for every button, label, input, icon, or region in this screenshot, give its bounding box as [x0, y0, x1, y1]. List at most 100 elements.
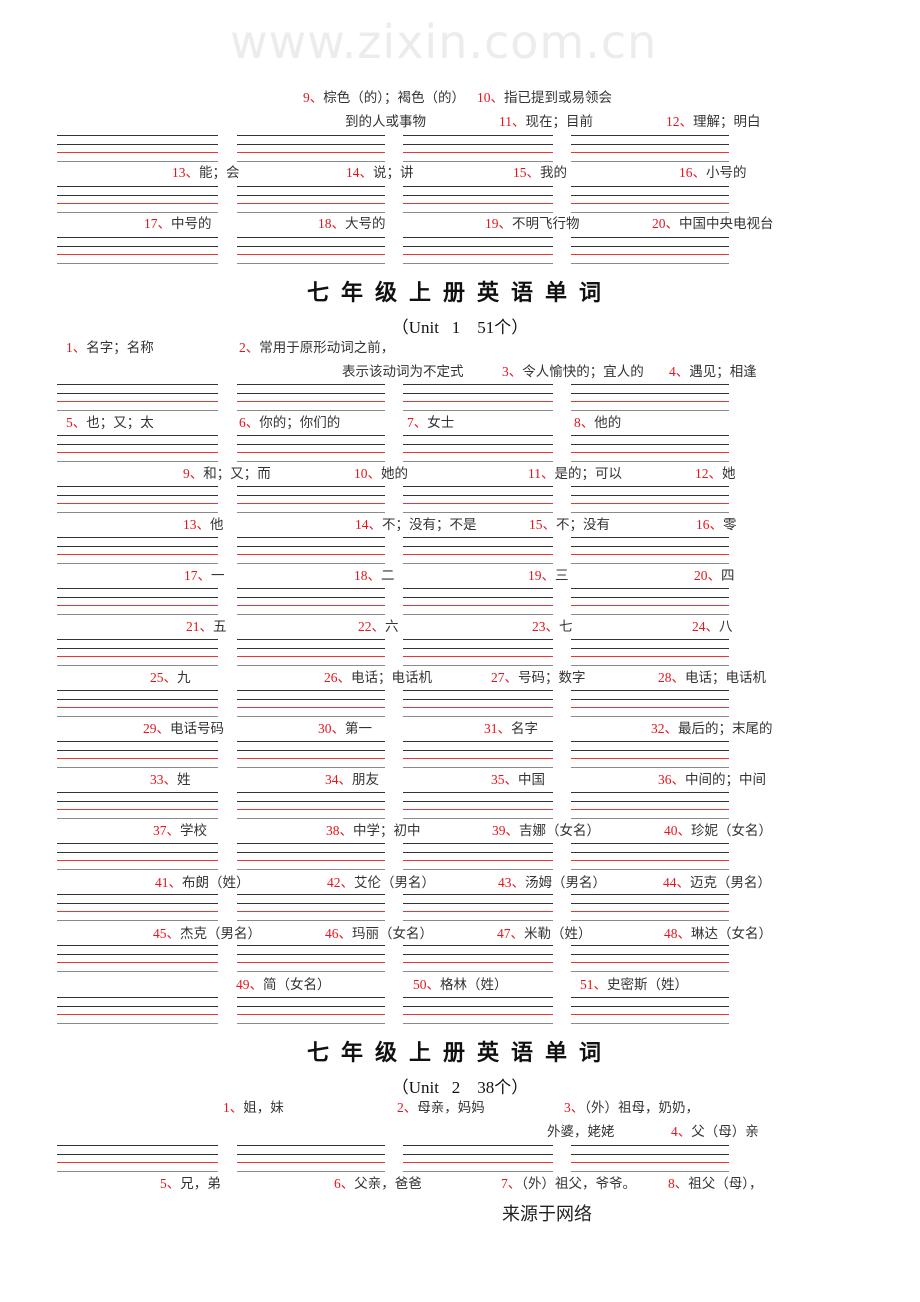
- four-line-writing-grid[interactable]: [571, 997, 729, 1025]
- guide-line: [57, 750, 218, 752]
- four-line-writing-grid[interactable]: [57, 945, 218, 973]
- four-line-writing-grid[interactable]: [237, 792, 385, 820]
- four-line-writing-grid[interactable]: [237, 186, 385, 214]
- four-line-writing-grid[interactable]: [403, 237, 553, 265]
- four-line-writing-grid[interactable]: [57, 588, 218, 616]
- four-line-writing-grid[interactable]: [57, 997, 218, 1025]
- four-line-writing-grid[interactable]: [403, 435, 553, 463]
- four-line-writing-grid[interactable]: [403, 792, 553, 820]
- guide-line: [237, 716, 385, 718]
- item-meaning: 汤姆（男名）: [525, 875, 606, 890]
- guide-line: [403, 614, 553, 616]
- four-line-writing-grid[interactable]: [571, 792, 729, 820]
- vocab-prompt: 4、父（母）亲: [671, 1124, 759, 1140]
- vocab-prompt: 33、姓: [150, 772, 191, 788]
- vocab-prompt: 41、布朗（姓）: [155, 875, 250, 891]
- item-number: 3、: [564, 1100, 585, 1115]
- four-line-writing-grid[interactable]: [571, 186, 729, 214]
- four-line-writing-grid[interactable]: [57, 435, 218, 463]
- guide-line: [403, 1145, 553, 1147]
- four-line-writing-grid[interactable]: [237, 537, 385, 565]
- four-line-writing-grid[interactable]: [403, 945, 553, 973]
- guide-line: [57, 971, 218, 973]
- vocab-prompt: 18、大号的: [318, 216, 386, 232]
- four-line-writing-grid[interactable]: [57, 894, 218, 922]
- four-line-writing-grid[interactable]: [403, 384, 553, 412]
- four-line-writing-grid[interactable]: [237, 1145, 385, 1173]
- four-line-writing-grid[interactable]: [237, 486, 385, 514]
- guide-line: [403, 212, 553, 214]
- four-line-writing-grid[interactable]: [403, 843, 553, 871]
- four-line-writing-grid[interactable]: [57, 1145, 218, 1173]
- item-number: 34、: [325, 772, 352, 787]
- four-line-writing-grid[interactable]: [571, 135, 729, 163]
- four-line-writing-grid[interactable]: [237, 639, 385, 667]
- guide-line: [57, 860, 218, 862]
- four-line-writing-grid[interactable]: [571, 237, 729, 265]
- four-line-writing-grid[interactable]: [57, 537, 218, 565]
- four-line-writing-grid[interactable]: [237, 384, 385, 412]
- four-line-writing-grid[interactable]: [571, 435, 729, 463]
- guide-line: [57, 503, 218, 505]
- four-line-writing-grid[interactable]: [57, 792, 218, 820]
- four-line-writing-grid[interactable]: [403, 186, 553, 214]
- four-line-writing-grid[interactable]: [571, 1145, 729, 1173]
- guide-line: [57, 495, 218, 497]
- four-line-writing-grid[interactable]: [57, 186, 218, 214]
- four-line-writing-grid[interactable]: [403, 135, 553, 163]
- four-line-writing-grid[interactable]: [237, 588, 385, 616]
- vocab-prompt: 34、朋友: [325, 772, 379, 788]
- item-meaning: 父（母）亲: [691, 1124, 759, 1139]
- four-line-writing-grid[interactable]: [403, 690, 553, 718]
- four-line-writing-grid[interactable]: [403, 997, 553, 1025]
- four-line-writing-grid[interactable]: [237, 843, 385, 871]
- four-line-writing-grid[interactable]: [57, 843, 218, 871]
- four-line-writing-grid[interactable]: [57, 135, 218, 163]
- four-line-writing-grid[interactable]: [237, 945, 385, 973]
- four-line-writing-grid[interactable]: [571, 894, 729, 922]
- item-number: 33、: [150, 772, 177, 787]
- four-line-writing-grid[interactable]: [403, 741, 553, 769]
- four-line-writing-grid[interactable]: [237, 690, 385, 718]
- four-line-writing-grid[interactable]: [237, 237, 385, 265]
- four-line-writing-grid[interactable]: [237, 435, 385, 463]
- four-line-writing-grid[interactable]: [403, 894, 553, 922]
- four-line-writing-grid[interactable]: [571, 486, 729, 514]
- four-line-writing-grid[interactable]: [57, 690, 218, 718]
- four-line-writing-grid[interactable]: [57, 384, 218, 412]
- vocab-prompt: 24、八: [692, 619, 733, 635]
- guide-line: [403, 263, 553, 265]
- four-line-writing-grid[interactable]: [571, 639, 729, 667]
- four-line-writing-grid[interactable]: [571, 741, 729, 769]
- four-line-writing-grid[interactable]: [237, 997, 385, 1025]
- item-number: 14、: [355, 517, 382, 532]
- vocab-prompt: 15、不；没有: [529, 517, 610, 533]
- four-line-writing-grid[interactable]: [571, 945, 729, 973]
- four-line-writing-grid[interactable]: [403, 486, 553, 514]
- four-line-writing-grid[interactable]: [57, 486, 218, 514]
- four-line-writing-grid[interactable]: [237, 741, 385, 769]
- vocab-prompt: 10、指已提到或易领会: [477, 90, 612, 106]
- item-number: 22、: [358, 619, 385, 634]
- four-line-writing-grid[interactable]: [57, 741, 218, 769]
- four-line-writing-grid[interactable]: [571, 537, 729, 565]
- guide-line: [57, 690, 218, 692]
- four-line-writing-grid[interactable]: [571, 690, 729, 718]
- four-line-writing-grid[interactable]: [403, 639, 553, 667]
- four-line-writing-grid[interactable]: [571, 588, 729, 616]
- guide-line: [403, 997, 553, 999]
- item-number: 51、: [580, 977, 607, 992]
- four-line-writing-grid[interactable]: [403, 588, 553, 616]
- four-line-writing-grid[interactable]: [403, 537, 553, 565]
- four-line-writing-grid[interactable]: [57, 639, 218, 667]
- item-meaning: 第一: [345, 721, 372, 736]
- item-meaning: 史密斯（姓）: [607, 977, 688, 992]
- four-line-writing-grid[interactable]: [237, 135, 385, 163]
- four-line-writing-grid[interactable]: [403, 1145, 553, 1173]
- guide-line: [571, 588, 729, 590]
- four-line-writing-grid[interactable]: [571, 384, 729, 412]
- guide-line: [403, 656, 553, 658]
- four-line-writing-grid[interactable]: [237, 894, 385, 922]
- four-line-writing-grid[interactable]: [571, 843, 729, 871]
- four-line-writing-grid[interactable]: [57, 237, 218, 265]
